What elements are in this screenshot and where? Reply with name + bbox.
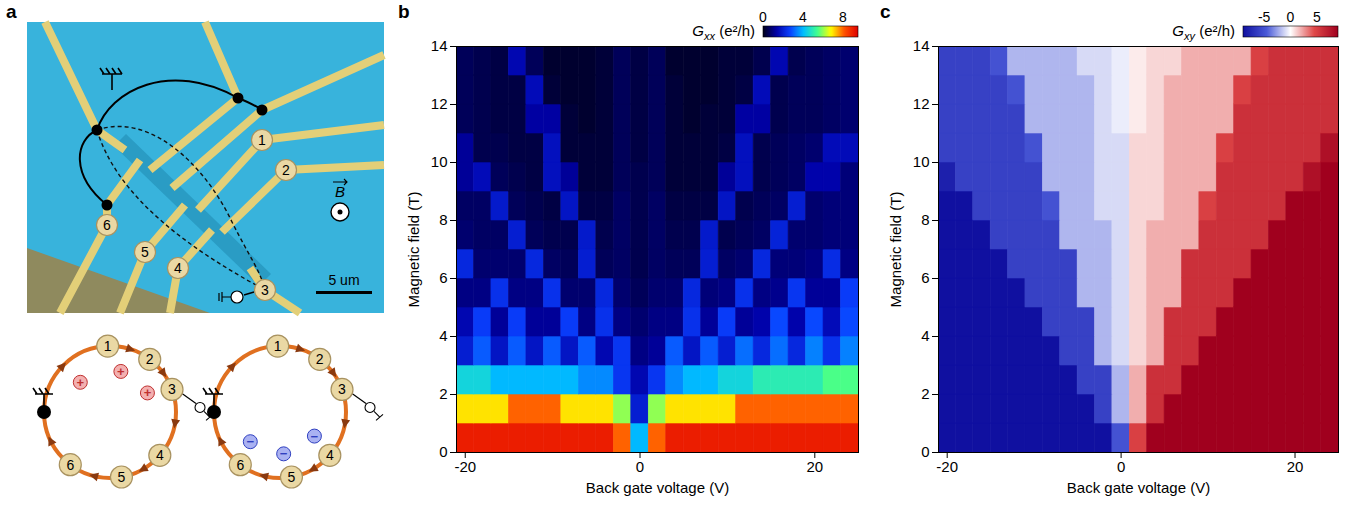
svg-text:0: 0 (1117, 458, 1125, 475)
svg-text:2: 2 (316, 351, 324, 367)
svg-text:12: 12 (913, 95, 930, 112)
svg-text:0: 0 (759, 9, 767, 25)
svg-text:+: + (77, 375, 85, 390)
svg-text:3: 3 (261, 282, 269, 298)
svg-text:−: − (311, 429, 319, 444)
svg-text:5: 5 (141, 244, 149, 260)
svg-text:4: 4 (326, 447, 334, 463)
svg-text:6: 6 (66, 457, 74, 473)
svg-text:12: 12 (431, 95, 448, 112)
svg-text:Back gate voltage (V): Back gate voltage (V) (1067, 479, 1210, 496)
svg-text:8: 8 (839, 9, 847, 25)
svg-text:10: 10 (913, 153, 930, 170)
svg-text:Magnetic field (T): Magnetic field (T) (887, 192, 904, 308)
svg-text:5: 5 (118, 469, 126, 485)
svg-text:Gxy (e²/h): Gxy (e²/h) (1172, 22, 1235, 42)
svg-text:2: 2 (439, 385, 447, 402)
svg-text:3: 3 (338, 381, 346, 397)
svg-text:1: 1 (104, 338, 112, 354)
svg-text:4: 4 (799, 9, 807, 25)
svg-text:8: 8 (439, 211, 447, 228)
svg-text:c: c (880, 1, 891, 22)
svg-text:−: − (280, 446, 288, 461)
svg-text:6: 6 (439, 269, 447, 286)
svg-text:4: 4 (156, 447, 164, 463)
svg-text:5 um: 5 um (328, 272, 359, 288)
svg-text:-20: -20 (454, 458, 476, 475)
svg-text:4: 4 (439, 327, 447, 344)
svg-text:2: 2 (146, 351, 154, 367)
svg-text:4: 4 (174, 260, 182, 276)
svg-text:a: a (6, 1, 17, 22)
svg-text:20: 20 (806, 458, 823, 475)
svg-text:2: 2 (282, 162, 290, 178)
svg-text:Gxx (e²/h): Gxx (e²/h) (692, 22, 755, 42)
svg-text:2: 2 (921, 385, 929, 402)
svg-text:6: 6 (236, 457, 244, 473)
svg-text:1: 1 (274, 338, 282, 354)
svg-text:0: 0 (921, 443, 929, 460)
svg-text:6: 6 (103, 217, 111, 233)
svg-text:5: 5 (1313, 9, 1321, 25)
svg-text:Magnetic field (T): Magnetic field (T) (405, 192, 422, 308)
svg-text:10: 10 (431, 153, 448, 170)
svg-text:3: 3 (168, 381, 176, 397)
svg-text:14: 14 (431, 37, 448, 54)
svg-text:-20: -20 (936, 458, 958, 475)
svg-text:5: 5 (288, 469, 296, 485)
svg-text:Back gate voltage (V): Back gate voltage (V) (586, 479, 729, 496)
svg-text:14: 14 (913, 37, 930, 54)
svg-text:0: 0 (636, 458, 644, 475)
svg-text:0: 0 (439, 443, 447, 460)
svg-text:0: 0 (1287, 9, 1295, 25)
svg-text:8: 8 (921, 211, 929, 228)
svg-text:20: 20 (1287, 458, 1304, 475)
svg-text:6: 6 (921, 269, 929, 286)
svg-text:-5: -5 (1258, 9, 1271, 25)
svg-text:b: b (398, 1, 410, 22)
svg-text:−: − (247, 434, 255, 449)
svg-text:+: + (144, 385, 152, 400)
svg-text:4: 4 (921, 327, 929, 344)
svg-text:1: 1 (258, 132, 266, 148)
svg-text:+: + (117, 364, 125, 379)
svg-text:B: B (335, 183, 345, 200)
